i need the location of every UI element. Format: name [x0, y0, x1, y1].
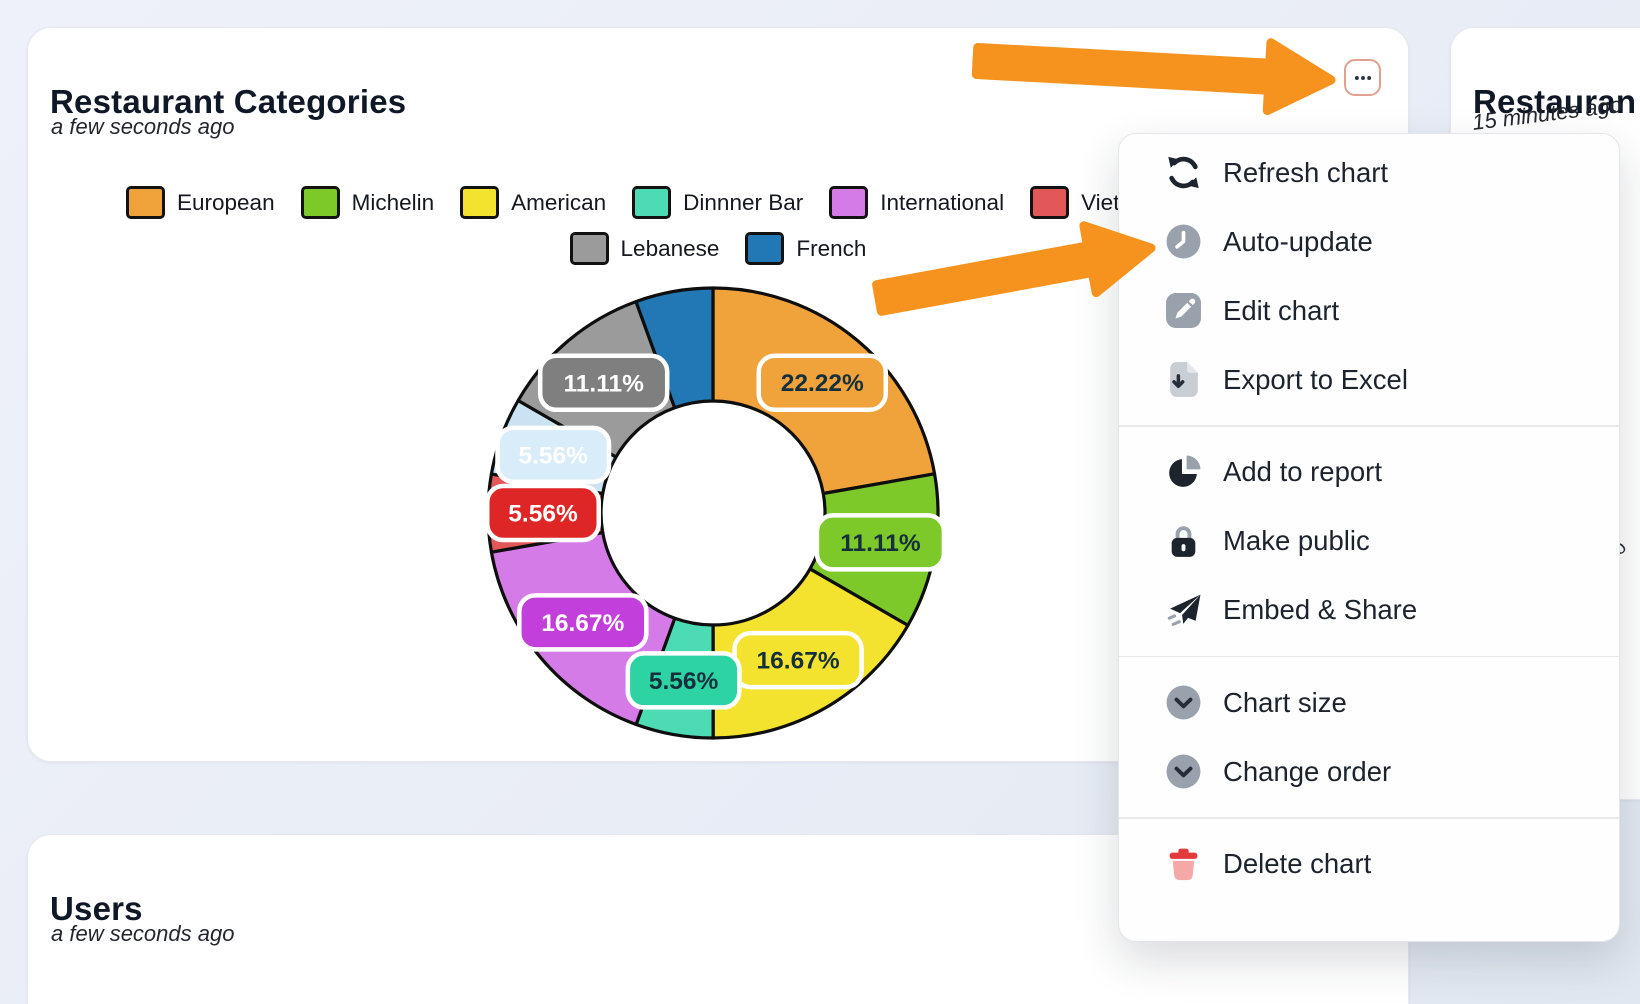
slice-label-badge: 11.11%	[814, 513, 943, 572]
menu-item-edit-chart[interactable]: Edit chart	[1119, 276, 1619, 345]
legend-item-lebanese[interactable]: Lebanese	[569, 232, 720, 265]
legend-item-european[interactable]: European	[126, 186, 275, 219]
slice-label-badge: 5.56%	[625, 651, 742, 710]
paper-plane-icon	[1165, 592, 1202, 629]
legend-swatch	[126, 186, 165, 219]
legend-swatch	[829, 186, 869, 219]
card-title: Restaurant Categories	[50, 83, 407, 121]
slice-label-badge: 16.67%	[732, 630, 864, 690]
legend-label: Dinnner Bar	[683, 189, 804, 215]
menu-item-label: Change order	[1223, 755, 1392, 787]
menu-item-label: Embed & Share	[1223, 594, 1418, 625]
legend-item-french[interactable]: French	[745, 232, 866, 265]
legend-label: Michelin	[351, 189, 435, 215]
trash-icon	[1165, 846, 1202, 883]
legend-swatch	[632, 186, 672, 219]
lock-icon	[1165, 523, 1202, 560]
menu-separator	[1119, 655, 1619, 657]
legend-item-international[interactable]: International	[829, 186, 1004, 219]
chart-options-menu: Refresh chart Auto-update Edit chart Exp…	[1118, 133, 1620, 942]
slice-label-badge: 5.56%	[485, 483, 602, 543]
legend-swatch	[745, 232, 785, 265]
legend-label: French	[796, 235, 867, 261]
legend-item-american[interactable]: American	[460, 186, 606, 219]
menu-item-label: Delete chart	[1223, 848, 1372, 879]
donut-chart: 22.22% 11.11% 16.67% 5.56% 16.67% 5.56% 5.56% 1…	[485, 286, 943, 740]
legend-row: European Michelin American Dinnner Bar Inter…	[28, 186, 1408, 219]
legend-label: International	[880, 189, 1005, 215]
svg-text:5.56%: 5.56%	[649, 668, 719, 695]
legend-label: Lebanese	[620, 235, 720, 261]
legend-swatch	[300, 186, 340, 219]
menu-item-make-public[interactable]: Make public	[1119, 507, 1619, 576]
clock-icon	[1165, 223, 1202, 260]
svg-text:22.22%: 22.22%	[781, 370, 864, 397]
menu-item-label: Refresh chart	[1223, 156, 1389, 188]
menu-item-auto-update[interactable]: Auto-update	[1119, 207, 1619, 276]
more-options-button[interactable]	[1344, 59, 1381, 96]
pencil-icon	[1165, 292, 1202, 329]
legend-row: Lebanese French	[28, 232, 1408, 265]
slice-label-badge: 5.56%	[495, 425, 612, 485]
card-title: Users	[50, 890, 143, 928]
menu-item-delete-chart[interactable]: Delete chart	[1119, 830, 1619, 899]
legend-label: American	[511, 189, 607, 215]
pie-icon	[1165, 454, 1202, 491]
svg-text:5.56%: 5.56%	[519, 442, 589, 469]
menu-item-refresh-chart[interactable]: Refresh chart	[1119, 138, 1619, 207]
legend-label: European	[177, 189, 275, 215]
svg-text:11.11%: 11.11%	[840, 530, 921, 557]
menu-separator	[1119, 817, 1619, 819]
svg-text:16.67%: 16.67%	[541, 610, 624, 637]
ellipsis-icon	[1354, 75, 1371, 80]
slice-label-badge: 22.22%	[756, 353, 888, 412]
menu-item-embed-share[interactable]: Embed & Share	[1119, 576, 1619, 645]
slice-label-badge: 11.11%	[537, 353, 670, 413]
chevron-circle-icon	[1165, 684, 1202, 721]
menu-item-export-to-excel[interactable]: Export to Excel	[1119, 345, 1619, 414]
export-icon	[1165, 361, 1202, 398]
svg-text:5.56%: 5.56%	[508, 501, 578, 528]
legend-swatch	[1030, 186, 1070, 219]
menu-item-label: Make public	[1223, 525, 1370, 556]
refresh-icon	[1165, 154, 1202, 191]
donut-slice-french[interactable]	[634, 286, 715, 410]
menu-item-chart-size[interactable]: Chart size	[1119, 668, 1619, 737]
menu-item-label: Chart size	[1223, 686, 1347, 718]
card-title: Restauran	[1473, 83, 1637, 121]
legend-swatch	[460, 186, 500, 219]
menu-item-label: Export to Excel	[1223, 363, 1408, 395]
menu-item-label: Auto-update	[1223, 225, 1373, 257]
card-updated-timestamp: a few seconds ago	[51, 921, 235, 946]
menu-item-change-order[interactable]: Change order	[1119, 737, 1619, 806]
svg-text:11.11%: 11.11%	[564, 370, 645, 397]
legend-swatch	[569, 232, 609, 265]
menu-item-add-to-report[interactable]: Add to report	[1119, 438, 1619, 507]
chart-legend: European Michelin American Dinnner Bar Inter…	[28, 186, 1408, 278]
menu-separator	[1119, 425, 1619, 427]
legend-item-dinnner-bar[interactable]: Dinnner Bar	[632, 186, 803, 219]
svg-text:16.67%: 16.67%	[757, 648, 840, 675]
menu-item-label: Edit chart	[1223, 294, 1340, 326]
card-updated-timestamp: a few seconds ago	[51, 114, 235, 139]
slice-label-badge: 16.67%	[517, 593, 649, 652]
menu-item-label: Add to report	[1223, 456, 1382, 487]
chevron-circle-icon	[1165, 753, 1202, 790]
legend-item-michelin[interactable]: Michelin	[300, 186, 435, 219]
